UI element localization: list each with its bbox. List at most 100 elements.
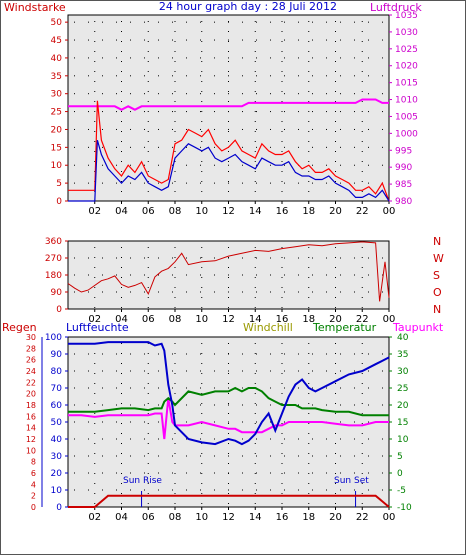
grid-dot — [172, 353, 173, 355]
grid-dot — [121, 403, 122, 404]
grid-dot — [361, 181, 363, 182]
grid-dot — [354, 21, 355, 23]
grid-dot — [214, 182, 215, 184]
grid-dot — [158, 336, 159, 338]
grid-dot — [308, 141, 310, 142]
grid-dot — [228, 200, 229, 202]
grid-dot — [147, 493, 149, 494]
dewpoint-line — [68, 398, 389, 440]
grid-dot — [121, 463, 122, 464]
grid-dot — [254, 383, 256, 384]
grid-dot — [174, 111, 176, 112]
grid-dot — [284, 353, 285, 355]
pressure-tick-label: 1030 — [395, 28, 418, 38]
grid-dot — [368, 39, 369, 41]
grid-dot — [116, 257, 117, 259]
grid-dot — [340, 387, 341, 389]
grid-dot — [228, 343, 229, 344]
grid-dot — [228, 51, 229, 52]
x-tick-label: 08 — [169, 512, 182, 523]
grid-dot — [284, 146, 285, 148]
grid-dot — [270, 182, 271, 184]
grid-dot — [116, 506, 117, 508]
grid-dot — [74, 57, 75, 59]
x-tick-label: 14 — [249, 512, 262, 523]
grid-dot — [298, 404, 299, 406]
grid-dot — [94, 373, 96, 374]
grid-dot — [186, 336, 187, 338]
grid-dot — [281, 51, 283, 52]
grid-dot — [214, 421, 215, 423]
grid-dot — [254, 121, 256, 122]
grid-dot — [308, 343, 310, 344]
grid-dot — [254, 343, 256, 344]
grid-dot — [340, 472, 341, 474]
grid-dot — [130, 240, 131, 242]
grid-dot — [121, 151, 122, 152]
grid-dot — [200, 438, 201, 440]
grid-dot — [308, 473, 310, 474]
grid-dot — [228, 111, 229, 113]
grid-dot — [270, 336, 271, 338]
grid-dot — [94, 141, 96, 142]
grid-dot — [102, 438, 103, 440]
grid-dot — [88, 291, 89, 293]
grid-dot — [388, 131, 390, 132]
grid-dot — [116, 421, 117, 423]
grid-dot — [174, 257, 176, 258]
grid-dot — [228, 81, 229, 82]
grid-dot — [361, 131, 363, 132]
grid-dot — [74, 240, 75, 242]
grid-dot — [254, 71, 256, 72]
pressure-tick-label: 990 — [395, 163, 412, 173]
rain-tick-label: 16 — [26, 412, 36, 421]
rain-tick-label: 12 — [26, 435, 36, 444]
grid-dot — [186, 291, 187, 293]
grid-dot — [354, 472, 355, 474]
grid-dot — [201, 81, 203, 82]
grid-dot — [326, 291, 327, 293]
grid-dot — [388, 373, 390, 374]
grid-dot — [281, 121, 283, 122]
sun-rise-label: Sun Rise — [123, 476, 162, 486]
grid-dot — [186, 128, 187, 130]
grid-dot — [256, 39, 257, 41]
grid-dot — [121, 393, 122, 394]
grid-dot — [116, 489, 117, 491]
grid-dot — [174, 453, 176, 454]
grid-dot — [158, 39, 159, 41]
grid-dot — [284, 455, 285, 457]
grid-dot — [340, 200, 341, 202]
grid-dot — [254, 247, 256, 248]
grid-dot — [335, 277, 336, 278]
grid-dot — [382, 370, 383, 372]
grid-dot — [200, 164, 201, 166]
grid-dot — [308, 423, 310, 424]
grid-dot — [201, 21, 203, 22]
grid-dot — [312, 57, 313, 59]
grid-dot — [308, 363, 310, 364]
x-tick-label: 18 — [302, 314, 315, 325]
grid-dot — [361, 483, 363, 484]
grid-dot — [308, 257, 310, 258]
grid-dot — [116, 353, 117, 355]
grid-dot — [228, 101, 229, 102]
x-tick-label: 16 — [276, 512, 289, 523]
grid-dot — [200, 111, 201, 113]
humidity-tick-label: 30 — [51, 452, 63, 462]
grid-dot — [281, 393, 283, 394]
grid-dot — [354, 93, 355, 95]
grid-dot — [94, 483, 96, 484]
grid-dot — [174, 31, 176, 32]
grid-dot — [335, 443, 336, 444]
grid-dot — [308, 161, 310, 162]
grid-dot — [102, 111, 103, 113]
grid-dot — [186, 57, 187, 59]
grid-dot — [228, 21, 229, 23]
grid-dot — [214, 93, 215, 95]
grid-dot — [144, 353, 145, 355]
grid-dot — [354, 240, 355, 242]
grid-dot — [144, 75, 145, 77]
grid-dot — [200, 506, 201, 508]
grid-dot — [200, 146, 201, 148]
